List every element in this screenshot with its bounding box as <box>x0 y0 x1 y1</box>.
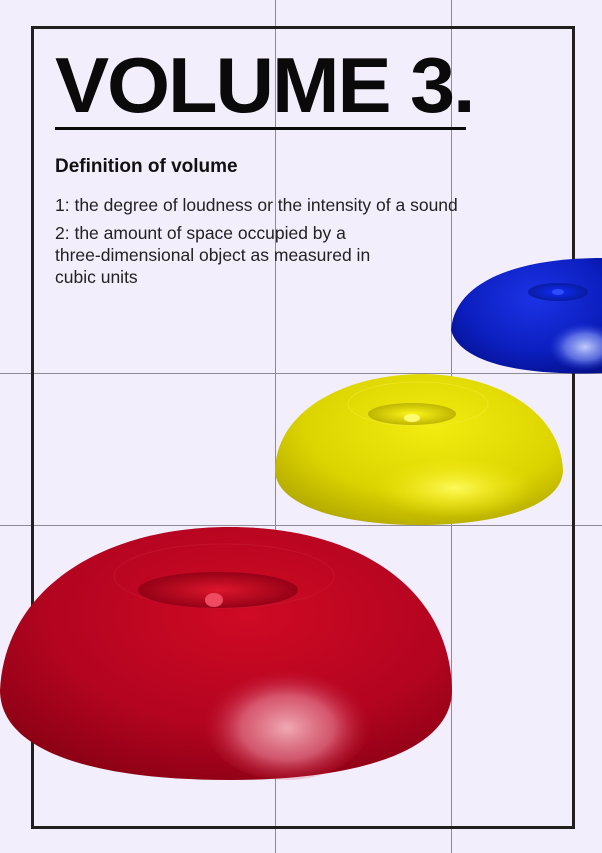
grid-line-vertical <box>275 0 276 853</box>
title-underline <box>55 127 466 130</box>
yellow-torus <box>275 374 563 525</box>
poster-frame <box>31 26 575 829</box>
definition-1: 1: the degree of loudness or the intensi… <box>55 195 458 215</box>
definition-2: 2: the amount of space occupied by a thr… <box>55 223 371 287</box>
red-torus <box>0 527 452 780</box>
grid-line-horizontal <box>0 525 602 526</box>
blue-torus <box>451 258 602 374</box>
grid-line-horizontal <box>0 373 602 374</box>
definition-heading: Definition of volume <box>55 156 238 177</box>
poster-title: VOLUME 3. <box>55 41 476 129</box>
